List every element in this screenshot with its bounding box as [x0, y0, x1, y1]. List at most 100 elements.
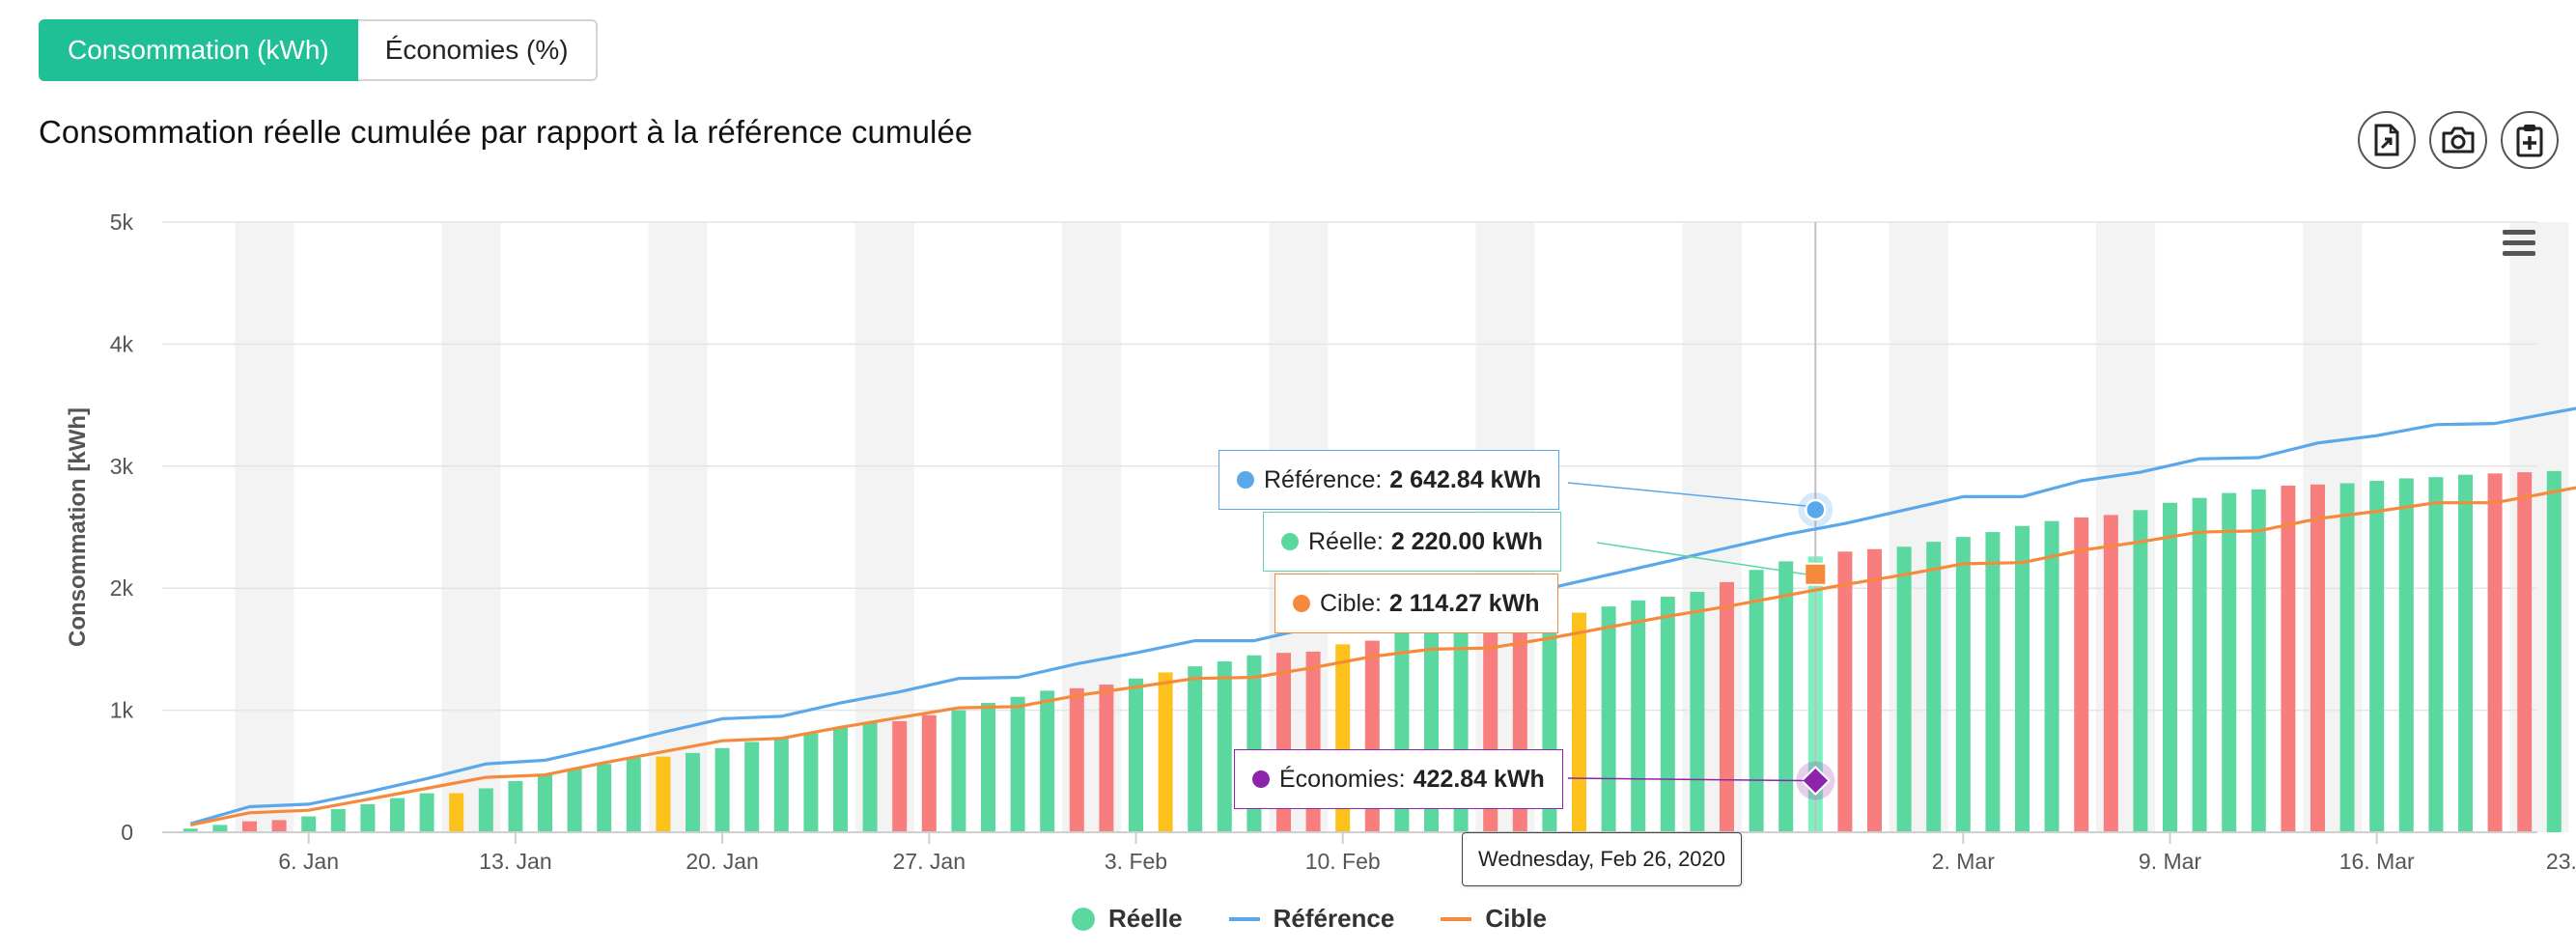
bar-reelle [833, 727, 848, 832]
legend-reference-marker [1228, 916, 1260, 921]
bar-reelle [360, 803, 376, 832]
menu-bar [2503, 240, 2535, 245]
bar-reelle [1720, 581, 1734, 832]
bar-reelle [2310, 484, 2325, 832]
legend-cible-marker [1441, 916, 1472, 921]
bar-reelle [1631, 600, 1646, 832]
bar-reelle [2044, 520, 2059, 832]
x-tick-label: 16. Mar [2339, 849, 2415, 874]
screenshot-button[interactable] [2429, 111, 2487, 169]
export-file-icon [2374, 124, 2399, 156]
line-reference [189, 406, 2576, 826]
bar-reelle [921, 714, 937, 832]
bar-reelle [2428, 477, 2444, 832]
y-tick-label: 1k [110, 698, 134, 723]
bar-reelle [1158, 672, 1173, 832]
y-tick-label: 3k [110, 454, 134, 479]
bar-reelle [1217, 661, 1232, 832]
chart-title: Consommation réelle cumulée par rapport … [39, 114, 973, 150]
bar-reelle [2517, 472, 2533, 832]
marker-economies [1800, 765, 1831, 797]
tooltip-connector [1567, 482, 1806, 507]
y-tick-label: 5k [110, 210, 134, 235]
bar-reelle [2222, 492, 2237, 832]
bar-reelle [1010, 696, 1025, 832]
tooltip-reference: Référence: 2 642.84 kWh [1218, 450, 1560, 510]
bar-reelle [2546, 470, 2562, 832]
bar-reelle [1069, 687, 1084, 832]
bar-reelle [390, 798, 405, 832]
view-tabs: Consommation (kWh) Économies (%) [39, 19, 598, 81]
bar-reelle [2251, 489, 2266, 832]
clipboard-add-button[interactable] [2501, 111, 2559, 169]
x-tick-label: 6. Jan [278, 849, 339, 874]
bar-reelle [862, 722, 878, 832]
tooltip-connector [1567, 777, 1805, 782]
bar-reelle [951, 710, 966, 832]
bar-reelle [508, 780, 523, 832]
bar-reelle [892, 720, 908, 832]
bar-reelle [2074, 517, 2089, 832]
clipboard-add-icon [2516, 125, 2543, 157]
bar-reelle [2192, 497, 2207, 832]
tooltip-date: Wednesday, Feb 26, 2020 [1462, 832, 1742, 886]
bar-reelle [626, 757, 641, 832]
bar-reelle [1601, 606, 1616, 832]
bar-reelle [301, 816, 317, 832]
bar-reelle [1188, 666, 1203, 832]
bar-reelle [182, 828, 198, 832]
bar-reelle [1099, 685, 1114, 832]
bar-reelle [2369, 480, 2385, 832]
bar-reelle [2339, 483, 2355, 832]
weekend-band [648, 222, 708, 832]
x-tick-label: 3. Feb [1105, 849, 1167, 874]
bar-reelle [2103, 515, 2118, 832]
export-button[interactable] [2358, 111, 2416, 169]
bar-reelle [744, 742, 760, 832]
legend-reference[interactable]: Référence [1228, 904, 1394, 934]
bar-reelle [1572, 612, 1586, 832]
bar-reelle [212, 825, 228, 832]
bar-reelle [2398, 478, 2414, 832]
bar-reelle [538, 774, 552, 832]
bar-reelle [686, 752, 700, 832]
bar-reelle [567, 769, 582, 832]
bar-reelle [981, 703, 995, 832]
legend-reelle[interactable]: Réelle [1072, 904, 1183, 934]
legend-cible[interactable]: Cible [1441, 904, 1547, 934]
bar-reelle [449, 793, 464, 832]
bar-reelle [330, 808, 346, 832]
bar-reelle [773, 738, 789, 832]
line-cible [189, 486, 2576, 826]
bar-reelle [2015, 525, 2030, 832]
x-tick-label: 10. Feb [1305, 849, 1381, 874]
tab-consommation[interactable]: Consommation (kWh) [39, 19, 358, 81]
bar-reelle [714, 747, 730, 832]
bar-reelle [419, 793, 434, 832]
tooltip-reelle: Réelle: 2 220.00 kWh [1263, 512, 1561, 572]
bar-reelle [2163, 502, 2177, 832]
bar-reelle [1985, 532, 2001, 832]
x-tick-label: 2. Mar [1932, 849, 1996, 874]
y-axis-title: Consommation [kWh] [65, 407, 91, 647]
bar-reelle [2281, 486, 2296, 832]
x-tick-label: 27. Jan [893, 849, 966, 874]
chart-legend: Réelle Référence Cible [1072, 904, 1547, 934]
x-tick-label: 23. Mar [2546, 849, 2576, 874]
hamburger-menu-icon[interactable] [2503, 230, 2535, 256]
bar-reelle [1749, 570, 1764, 832]
bar-reelle [1690, 591, 1705, 832]
bar-reelle [1040, 690, 1055, 832]
bar-reelle [1955, 537, 1971, 832]
bar-reelle [1926, 542, 1942, 832]
camera-icon [2442, 126, 2475, 154]
weekend-band [235, 222, 294, 832]
bar-reelle [597, 764, 612, 832]
bar-reelle [1837, 551, 1853, 832]
bar-reelle [2458, 474, 2473, 832]
y-tick-label: 4k [110, 331, 134, 356]
menu-bar [2503, 230, 2535, 235]
bar-reelle [1660, 597, 1675, 832]
x-tick-label: 20. Jan [686, 849, 758, 874]
tab-economies[interactable]: Économies (%) [357, 19, 598, 81]
